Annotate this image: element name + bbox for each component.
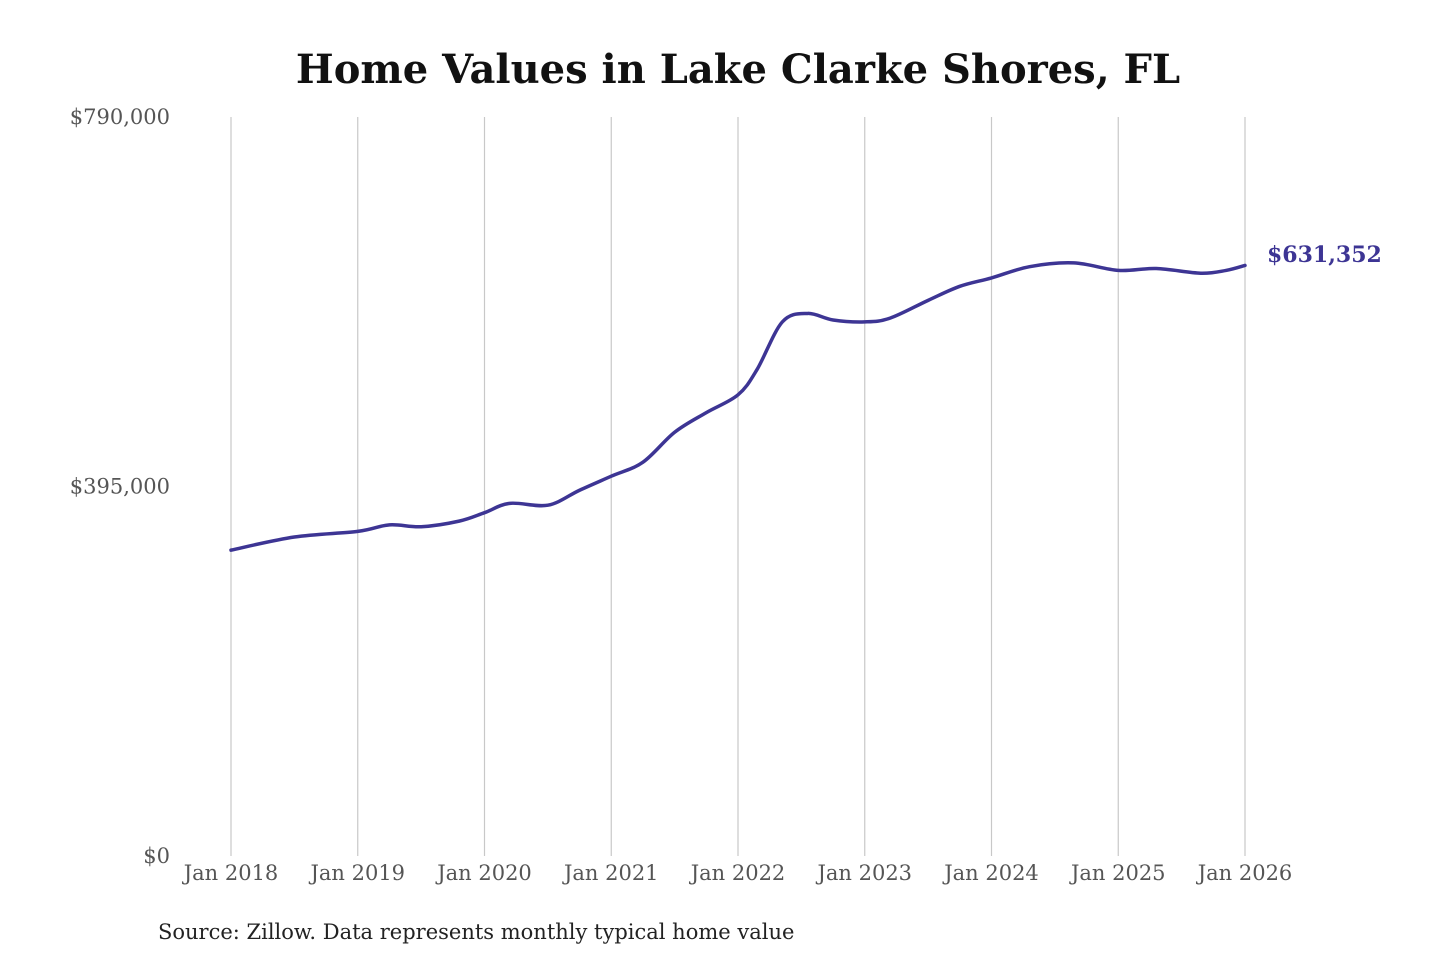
x-tick-label: Jan 2025 xyxy=(1069,861,1166,885)
y-tick-label: $790,000 xyxy=(70,105,170,129)
x-tick-label: Jan 2021 xyxy=(562,861,659,885)
y-tick-label: $395,000 xyxy=(70,475,170,499)
x-tick-label: Jan 2024 xyxy=(942,861,1039,885)
x-tick-label: Jan 2022 xyxy=(689,861,786,885)
grid-lines xyxy=(230,117,1246,856)
x-tick-label: Jan 2026 xyxy=(1196,861,1293,885)
end-value-label: $631,352 xyxy=(1267,242,1382,268)
source-note: Source: Zillow. Data represents monthly … xyxy=(158,920,794,944)
y-axis: $0 $395,000 $790,000 xyxy=(70,105,170,868)
x-tick-label: Jan 2019 xyxy=(308,861,405,885)
x-tick-label: Jan 2020 xyxy=(435,861,532,885)
chart-title: Home Values in Lake Clarke Shores, FL xyxy=(296,46,1180,93)
x-tick-label: Jan 2018 xyxy=(182,861,279,885)
y-tick-label: $0 xyxy=(143,844,170,868)
x-axis: Jan 2018 Jan 2019 Jan 2020 Jan 2021 Jan 2022… xyxy=(182,861,1293,885)
x-tick-label: Jan 2023 xyxy=(815,861,912,885)
series-line xyxy=(229,261,1247,552)
